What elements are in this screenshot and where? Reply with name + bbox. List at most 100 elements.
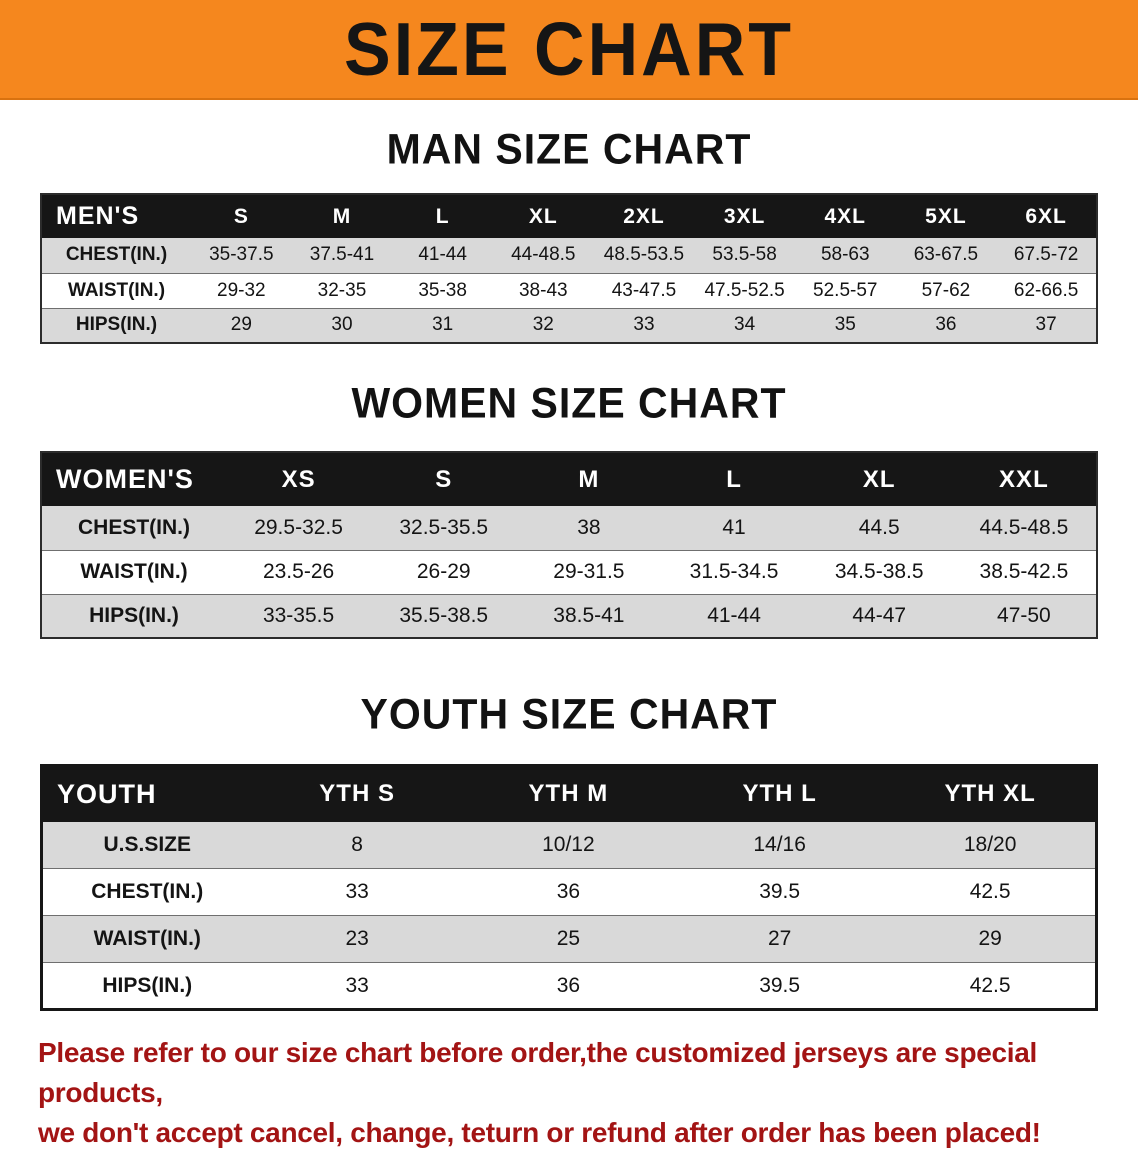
value-cell: 27: [767, 927, 792, 950]
size-header-cell: 5XL: [895, 194, 997, 238]
table-header-row: MEN'S S M L XL 2XL 3XL 4XL 5XL 6XL: [41, 194, 1097, 238]
value-cell: 47-50: [997, 603, 1051, 627]
table-row: CHEST(IN.) 35-37.5 37.5-41 41-44 44-48.5 48.5…: [41, 238, 1097, 273]
table-header-row: WOMEN'S XS S M L XL XXL: [41, 452, 1097, 506]
value-cell: 42.5: [969, 973, 1011, 997]
value-cell: 63-67.5: [913, 244, 979, 266]
disclaimer: Please refer to our size chart before or…: [38, 1033, 1100, 1153]
value-cell: 57-62: [921, 279, 971, 301]
table-row: HIPS(IN.) 33-35.5 35.5-38.5 38.5-41 41-44 44-…: [41, 594, 1097, 638]
table-row: WAIST(IN.) 23.5-26 26-29 29-31.5 31.5-34.5 34…: [41, 550, 1097, 594]
size-header-cell: M: [516, 452, 662, 506]
value-cell: 37.5-41: [309, 244, 375, 266]
value-cell: 48.5-53.5: [603, 244, 685, 266]
size-header-cell: 3XL: [694, 194, 795, 238]
value-cell: 33-35.5: [262, 603, 335, 627]
value-cell: 36: [556, 880, 581, 903]
size-header-cell: S: [371, 452, 517, 506]
size-header-cell: XL: [492, 194, 594, 238]
size-header-cell: 4XL: [794, 194, 896, 238]
value-cell: 67.5-72: [1013, 244, 1079, 266]
value-cell: 37: [1035, 314, 1057, 336]
value-cell: 44.5: [858, 515, 900, 539]
value-cell: 47.5-52.5: [704, 279, 785, 301]
value-cell: 42.5: [969, 880, 1011, 903]
value-cell: 36: [556, 973, 581, 997]
youth-size-table: YOUTH YTH S YTH M YTH L YTH XL U.S.SIZE 8 10/12…: [40, 764, 1098, 1011]
size-header-cell: M: [291, 194, 393, 238]
size-header-cell: YTH L: [674, 765, 886, 822]
disclaimer-line-1: Please refer to our size chart before or…: [38, 1037, 1038, 1108]
value-cell: 18/20: [963, 832, 1017, 856]
value-cell: 38: [577, 515, 601, 539]
row-label-cell: CHEST(IN.): [78, 515, 190, 539]
value-cell: 53.5-58: [712, 244, 777, 266]
table-title-cell: YOUTH: [41, 765, 252, 822]
row-label-cell: CHEST(IN.): [65, 244, 168, 266]
women-size-table: WOMEN'S XS S M L XL XXL CHEST(IN.) 29.5-32.5 32.5…: [40, 451, 1098, 639]
value-cell: 26-29: [416, 560, 471, 583]
value-cell: 35-38: [418, 279, 467, 301]
value-cell: 14/16: [753, 832, 806, 856]
value-cell: 29.5-32.5: [254, 515, 343, 539]
value-cell: 35: [834, 314, 856, 336]
value-cell: 58-63: [820, 244, 870, 266]
value-cell: 41: [722, 515, 746, 539]
value-cell: 41-44: [707, 603, 761, 627]
value-cell: 43-47.5: [611, 279, 677, 301]
section-men: MAN SIZE CHART MEN'S S M L XL 2XL 3XL 4XL 5XL 6XL…: [0, 125, 1138, 344]
value-cell: 44.5-48.5: [979, 515, 1069, 539]
size-header-cell: L: [661, 452, 807, 506]
value-cell: 32-35: [317, 279, 367, 301]
value-cell: 23: [345, 927, 369, 950]
value-cell: 35.5-38.5: [399, 603, 489, 627]
value-cell: 25: [556, 927, 581, 950]
value-cell: 34: [734, 314, 756, 336]
size-header-cell: 6XL: [996, 194, 1097, 238]
table-row: HIPS(IN.) 33 36 39.5 42.5: [41, 962, 1097, 1010]
row-label-cell: WAIST(IN.): [80, 560, 188, 583]
table-title-cell: MEN'S: [41, 194, 191, 238]
men-size-table: MEN'S S M L XL 2XL 3XL 4XL 5XL 6XL CHEST(IN.) 35-37…: [40, 193, 1098, 344]
value-cell: 44-48.5: [511, 244, 576, 266]
value-cell: 39.5: [759, 973, 801, 997]
value-cell: 34.5-38.5: [834, 560, 924, 583]
row-label-cell: CHEST(IN.): [91, 880, 204, 903]
value-cell: 33: [345, 973, 369, 997]
men-size-chart-heading: MAN SIZE CHART: [386, 125, 752, 173]
value-cell: 31.5-34.5: [689, 560, 779, 583]
table-row: U.S.SIZE 8 10/12 14/16 18/20: [41, 821, 1097, 869]
value-cell: 38-43: [518, 279, 568, 301]
table-header-row: YOUTH YTH S YTH M YTH L YTH XL: [41, 765, 1097, 822]
row-label-cell: U.S.SIZE: [103, 832, 192, 856]
value-cell: 33: [633, 314, 655, 336]
value-cell: 36: [935, 314, 957, 336]
row-label-cell: WAIST(IN.): [67, 279, 166, 301]
size-chart-content: MAN SIZE CHART MEN'S S M L XL 2XL 3XL 4XL 5XL 6XL…: [0, 125, 1138, 1153]
size-header-cell: YTH XL: [885, 765, 1097, 822]
table-row: CHEST(IN.) 33 36 39.5 42.5: [41, 868, 1097, 916]
value-cell: 44-47: [852, 603, 907, 627]
row-label-cell: HIPS(IN.): [75, 314, 158, 336]
row-label-cell: HIPS(IN.): [102, 973, 193, 997]
value-cell: 10/12: [542, 832, 595, 856]
youth-size-chart-heading: YOUTH SIZE CHART: [360, 690, 778, 738]
size-header-cell: YTH M: [462, 765, 674, 822]
table-row: HIPS(IN.) 29 30 31 32 33 34 35 36 37: [41, 308, 1097, 343]
value-cell: 38.5-42.5: [979, 560, 1069, 583]
value-cell: 33: [345, 880, 369, 903]
section-youth: YOUTH SIZE CHART YOUTH YTH S YTH M YTH L YTH…: [0, 690, 1138, 1011]
value-cell: 30: [331, 314, 353, 336]
size-header-cell: 2XL: [593, 194, 695, 238]
value-cell: 35-37.5: [209, 244, 274, 266]
row-label-cell: HIPS(IN.): [89, 603, 179, 627]
women-size-chart-heading: WOMEN SIZE CHART: [351, 379, 787, 427]
disclaimer-line-2: we don't accept cancel, change, teturn o…: [38, 1117, 1041, 1148]
value-cell: 23.5-26: [262, 560, 335, 583]
value-cell: 29: [978, 927, 1002, 950]
size-header-cell: XXL: [951, 452, 1097, 506]
section-women: WOMEN SIZE CHART WOMEN'S XS S M L XL XXL CHEST(…: [0, 379, 1138, 639]
size-header-cell: YTH S: [251, 765, 463, 822]
value-cell: 41-44: [418, 244, 467, 266]
value-cell: 39.5: [759, 880, 801, 903]
